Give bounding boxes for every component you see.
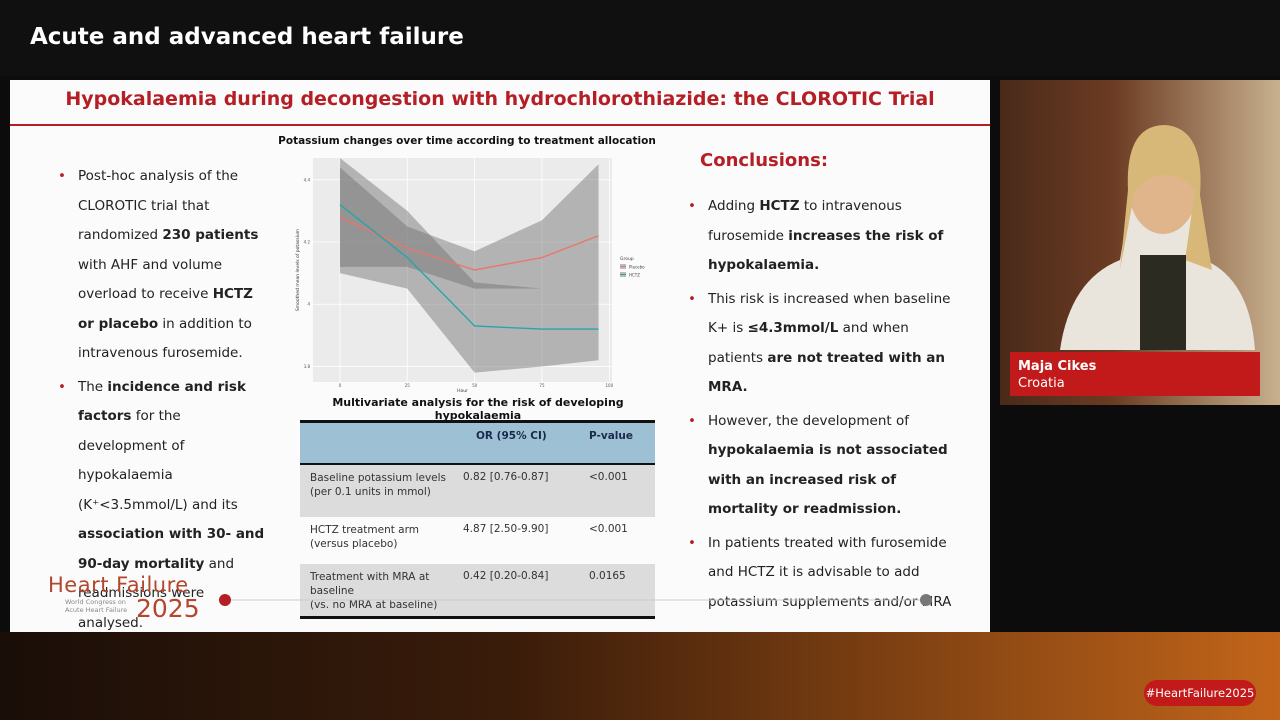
hashtag: #HeartFailure2025 bbox=[1144, 680, 1256, 706]
row-label: Treatment with MRA at baseline (vs. no MRA… bbox=[310, 570, 437, 612]
y-tick-label: 4.2 bbox=[304, 240, 311, 245]
row-label-line: (versus placebo) bbox=[310, 538, 398, 550]
legend-label: HCTZ bbox=[629, 273, 640, 278]
plot-area bbox=[313, 158, 612, 382]
p-cell: <0.001 bbox=[589, 471, 628, 483]
table-title: Multivariate analysis for the risk of de… bbox=[332, 396, 624, 422]
bullet-text: and when patients bbox=[708, 320, 909, 366]
top-bar bbox=[0, 0, 1280, 76]
bullet-text: incidence and risk factors bbox=[78, 378, 246, 425]
bullet-text: 230 patients bbox=[162, 227, 259, 243]
row-label-line: Treatment with MRA at bbox=[310, 571, 430, 583]
bullet: The incidence and risk factors for the d… bbox=[58, 373, 273, 639]
bullet-text: Post-hoc analysis of the CLOROTIC trial … bbox=[78, 168, 239, 243]
bullet-text: increases the risk of hypokalaemia. bbox=[708, 227, 944, 274]
left-bullets: Post-hoc analysis of the CLOROTIC trial … bbox=[58, 162, 273, 642]
table-header: OR (95% CI) P-value bbox=[300, 423, 655, 465]
y-tick-label: 4 bbox=[307, 302, 310, 307]
row-label-line: (vs. no MRA at baseline) bbox=[310, 599, 438, 611]
chart-title: Potassium changes over time according to… bbox=[278, 135, 656, 147]
logo-subtitle: World Congress on Acute Heart Failure bbox=[65, 598, 128, 614]
x-tick-label: 25 bbox=[405, 383, 411, 388]
row-label-line: (per 0.1 units in mmol) bbox=[310, 486, 431, 498]
logo-year: 2025 bbox=[136, 594, 200, 623]
confidence-band bbox=[339, 158, 599, 373]
speaker-figure bbox=[1060, 125, 1255, 350]
confidence-band bbox=[339, 164, 599, 305]
progress-dot bbox=[219, 594, 231, 606]
bullet-text: ≤4.3mmol/L bbox=[747, 320, 839, 336]
line bbox=[339, 204, 599, 330]
bullet-text: with AHF and volume overload to receive bbox=[78, 256, 223, 303]
bullet-text: for the development of hypokalaemia (K⁺<… bbox=[78, 408, 238, 513]
legend-title: Group bbox=[620, 256, 634, 262]
x-tick-label: 0 bbox=[339, 383, 342, 388]
row-label: Baseline potassium levels (per 0.1 units … bbox=[310, 471, 446, 499]
table-row: Baseline potassium levels (per 0.1 units … bbox=[300, 465, 655, 517]
row-label-line: HCTZ treatment arm bbox=[310, 524, 419, 536]
or-cell: 0.42 [0.20-0.84] bbox=[463, 570, 549, 582]
bullet: However, the development of hypokalaemia… bbox=[688, 407, 963, 525]
x-axis-label: Hour bbox=[457, 388, 468, 394]
bullet-text: hypokalaemia is not associated with an i… bbox=[708, 442, 948, 517]
bullet-text: are not treated with an MRA. bbox=[708, 349, 945, 396]
or-cell: 4.87 [2.50-9.90] bbox=[463, 523, 549, 535]
x-tick-label: 100 bbox=[605, 383, 613, 388]
bullet-text: The bbox=[78, 378, 108, 395]
x-tick-label: 50 bbox=[472, 383, 478, 388]
title-rule bbox=[10, 124, 990, 126]
row-label-line: baseline bbox=[310, 585, 354, 597]
bullet-text: In patients treated with furosemide and … bbox=[708, 534, 952, 610]
logo-name: Heart Failure bbox=[48, 573, 189, 597]
bottom-banner bbox=[0, 632, 1280, 720]
bullet-text: This risk is increased when baseline K+ … bbox=[708, 290, 951, 337]
bullet-text: Adding bbox=[708, 198, 760, 214]
speaker-country: Croatia bbox=[1018, 376, 1065, 391]
conclusions-title: Conclusions: bbox=[700, 150, 829, 171]
bullet-text: in addition to intravenous furosemide. bbox=[78, 315, 252, 362]
bullet: Post-hoc analysis of the CLOROTIC trial … bbox=[58, 162, 273, 369]
bullet-text: to intravenous furosemide bbox=[708, 198, 902, 244]
name-box bbox=[1010, 352, 1260, 396]
bullet-text: association with 30- and 90-day mortalit… bbox=[78, 526, 265, 572]
conclusions: Adding HCTZ to intravenous furosemide in… bbox=[688, 192, 963, 621]
progress-dot bbox=[920, 594, 932, 606]
table: OR (95% CI) P-value Baseline potassium lev… bbox=[300, 420, 655, 619]
speaker-video bbox=[1000, 80, 1280, 405]
session-title: Acute and advanced heart failure bbox=[30, 24, 464, 50]
x-tick-label: 75 bbox=[539, 383, 545, 388]
bullet-text: However, the development of bbox=[708, 412, 909, 429]
y-tick-label: 4.4 bbox=[304, 177, 311, 182]
y-axis-label: Smoothed mean levels of potassium bbox=[295, 229, 301, 311]
y-tick-label: 3.8 bbox=[304, 364, 311, 369]
p-cell: 0.0165 bbox=[589, 570, 626, 582]
header-cell: P-value bbox=[589, 430, 633, 442]
bullet-text: HCTZ bbox=[759, 198, 800, 214]
bullet-text: HCTZ or placebo bbox=[78, 286, 253, 332]
bullet: In patients treated with furosemide and … bbox=[688, 529, 963, 618]
bullet-text: and readmissions were analysed. bbox=[78, 555, 235, 631]
header-cell: OR (95% CI) bbox=[476, 430, 547, 442]
legend-label: Placebo bbox=[629, 265, 645, 270]
table-row: HCTZ treatment arm (versus placebo) 4.87 [… bbox=[300, 517, 655, 564]
slide-title: Hypokalaemia during decongestion with hy… bbox=[65, 88, 935, 110]
bullet: This risk is increased when baseline K+ … bbox=[688, 285, 963, 403]
speaker-name: Maja Cikes bbox=[1018, 359, 1097, 374]
line bbox=[339, 216, 599, 271]
or-cell: 0.82 [0.76-0.87] bbox=[463, 471, 549, 483]
p-cell: <0.001 bbox=[589, 523, 628, 535]
bullet: Adding HCTZ to intravenous furosemide in… bbox=[688, 192, 963, 281]
row-label-line: Baseline potassium levels bbox=[310, 472, 447, 484]
table-row: Treatment with MRA at baseline (vs. no MRA… bbox=[300, 564, 655, 616]
row-label: HCTZ treatment arm (versus placebo) bbox=[310, 523, 419, 551]
